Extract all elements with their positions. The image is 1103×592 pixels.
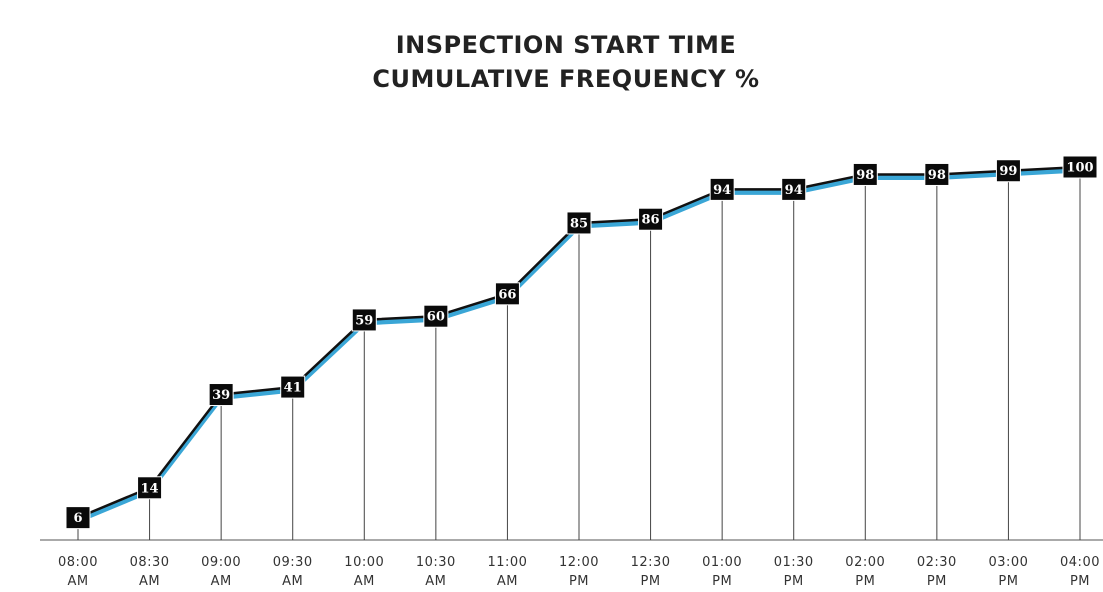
- data-label-box: [137, 476, 163, 500]
- x-tick-label: 09:30 AM: [272, 555, 313, 589]
- x-tick-label: 01:30 PM: [773, 555, 814, 589]
- data-label: 100: [1066, 161, 1093, 176]
- data-label: 94: [713, 183, 731, 198]
- data-label-box: [280, 375, 306, 399]
- x-tick-label: 11:00 AM: [487, 555, 528, 589]
- data-label-box: [351, 308, 377, 332]
- data-label: 6: [73, 511, 82, 526]
- x-tick-label: 02:30 PM: [916, 555, 957, 589]
- data-label-box: [709, 177, 735, 201]
- x-tick-label: 03:00 PM: [988, 555, 1029, 589]
- data-label-box: [494, 282, 520, 306]
- x-tick-label: 10:30 AM: [415, 555, 456, 589]
- data-label-box: [781, 177, 807, 201]
- x-tick-label: 08:00 AM: [58, 555, 98, 589]
- data-label: 41: [284, 381, 302, 396]
- x-tick-label: 02:00 PM: [845, 555, 886, 589]
- data-label: 60: [427, 310, 445, 325]
- data-label: 39: [212, 388, 230, 403]
- data-label: 59: [355, 313, 373, 328]
- x-tick-label: 01:00 PM: [702, 555, 743, 589]
- chart-title: INSPECTION START TIME CUMULATIVE FREQUEN…: [372, 31, 760, 93]
- x-tick-label: 09:00 AM: [201, 555, 242, 589]
- data-label: 98: [856, 168, 874, 183]
- x-tick-label: 10:00 AM: [344, 555, 385, 589]
- data-label-box: [566, 211, 592, 235]
- data-label: 66: [498, 287, 516, 302]
- x-tick-label: 04:00 PM: [1060, 555, 1100, 589]
- data-label-box: [208, 383, 234, 407]
- data-label: 86: [642, 213, 660, 228]
- data-label: 99: [999, 164, 1017, 179]
- data-label-box: [852, 162, 878, 186]
- data-label-box: [1062, 155, 1098, 179]
- data-label-box: [65, 506, 91, 530]
- data-label: 94: [785, 183, 803, 198]
- data-label-box: [924, 162, 950, 186]
- x-tick-label: 12:00 PM: [559, 555, 599, 589]
- data-label-box: [423, 304, 449, 328]
- x-tick-label: 12:30 PM: [630, 555, 671, 589]
- x-tick-label: 08:30 AM: [129, 555, 170, 589]
- data-label: 14: [141, 481, 159, 496]
- data-label-box: [638, 207, 664, 231]
- data-label: 98: [928, 168, 946, 183]
- data-label: 85: [570, 216, 588, 231]
- data-label-box: [995, 159, 1021, 183]
